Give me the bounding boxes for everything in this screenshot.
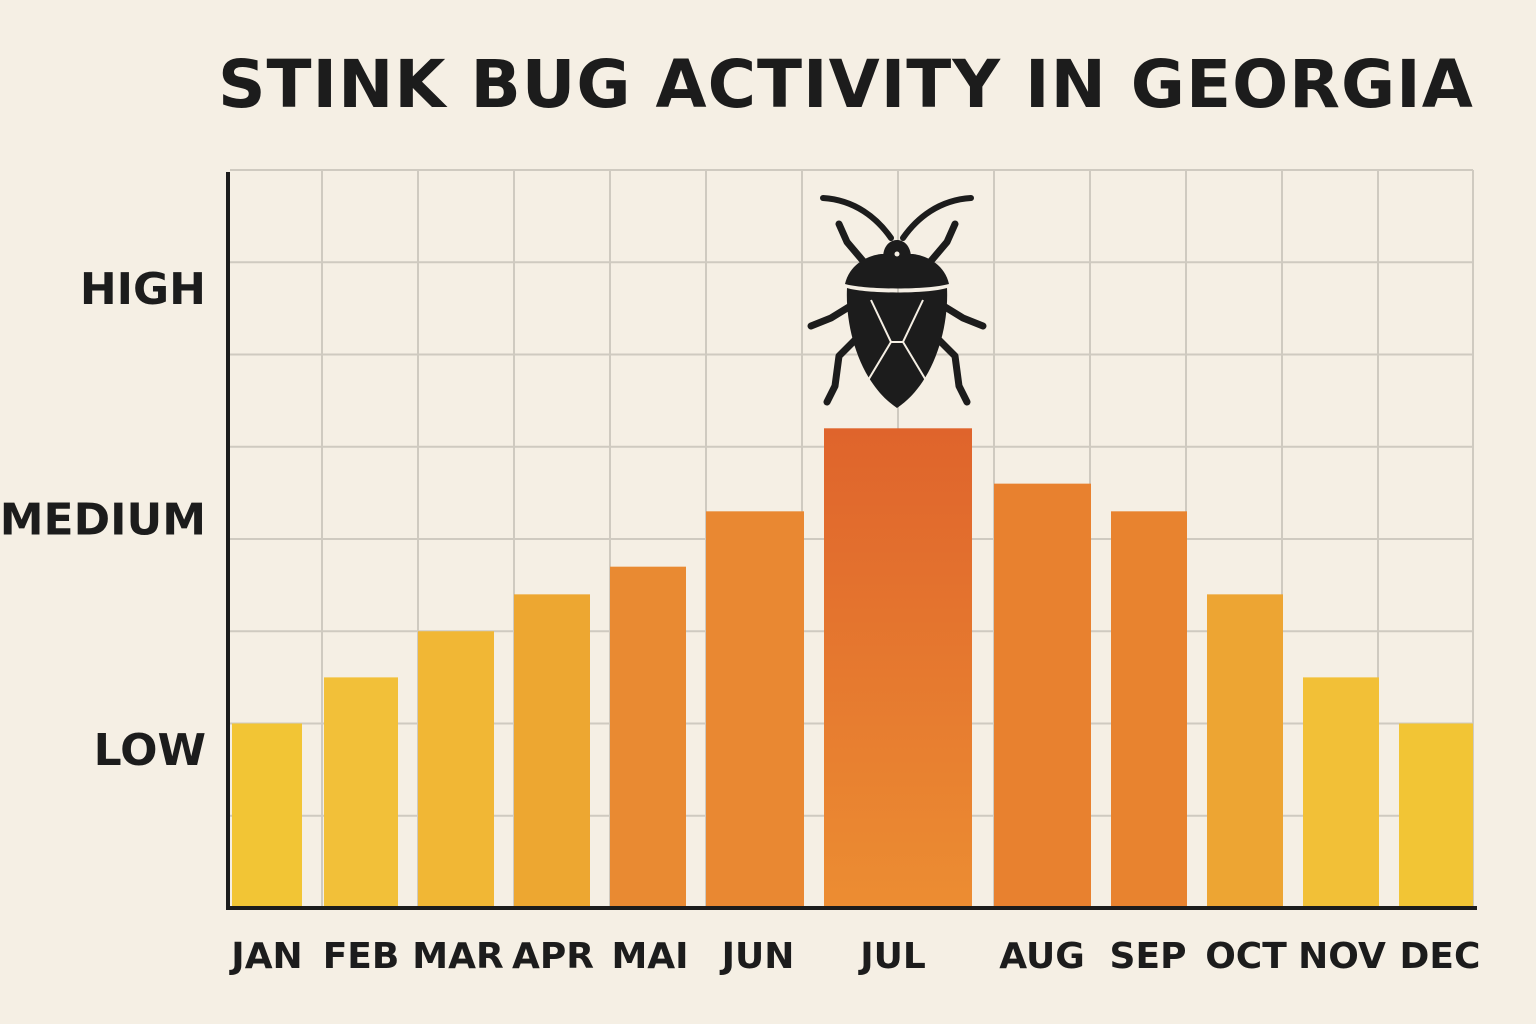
x-tick-label-mai: MAI <box>611 936 688 977</box>
bars <box>232 428 1473 908</box>
x-tick-label-dec: DEC <box>1400 936 1481 977</box>
x-tick-label-mar: MAR <box>412 936 503 977</box>
bar-aug <box>994 483 1091 908</box>
x-tick-label-apr: APR <box>512 936 594 977</box>
x-tick-labels: JAN FEB MAR APR MAI JUN JUL AUG SEP OCT NOV DEC <box>228 936 1480 977</box>
x-tick-label-jun: JUN <box>719 936 795 977</box>
axes <box>226 172 1477 910</box>
bar-oct <box>1207 594 1283 908</box>
bar-mai <box>610 566 686 908</box>
x-tick-label-feb: FEB <box>323 936 400 977</box>
bar-sep <box>1111 511 1187 908</box>
bar-jan <box>232 723 302 908</box>
y-tick-labels: LOW MEDIUM HIGH <box>0 264 206 776</box>
bar-mar <box>418 631 494 908</box>
chart-title: STINK BUG ACTIVITY IN GEORGIA <box>218 46 1474 123</box>
bar-nov <box>1303 677 1379 908</box>
x-tick-label-nov: NOV <box>1298 936 1386 977</box>
bar-jun <box>706 511 804 908</box>
x-tick-label-oct: OCT <box>1205 936 1287 977</box>
y-tick-label-high: HIGH <box>80 264 206 315</box>
x-tick-label-sep: SEP <box>1110 936 1187 977</box>
bar-feb <box>324 677 398 908</box>
y-tick-label-low: LOW <box>94 725 206 776</box>
x-tick-label-jan: JAN <box>228 936 302 977</box>
x-tick-label-jul: JUL <box>857 936 926 977</box>
x-tick-label-aug: AUG <box>999 936 1085 977</box>
y-tick-label-medium: MEDIUM <box>0 495 206 546</box>
bar-apr <box>514 594 590 908</box>
bar-dec <box>1399 723 1473 908</box>
bar-jul <box>824 428 972 908</box>
stink-bug-icon <box>807 195 987 408</box>
